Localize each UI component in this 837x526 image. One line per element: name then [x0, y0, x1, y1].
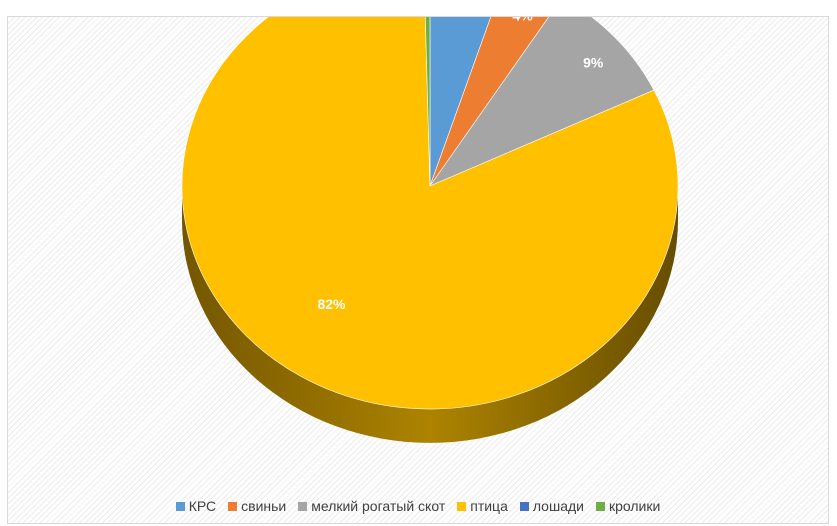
- legend-label: КРС: [188, 498, 217, 514]
- legend-label: кролики: [608, 498, 661, 514]
- data-label-slice-1: 4%: [512, 17, 533, 23]
- pie-slice-0: [429, 17, 492, 187]
- legend-label: свиньи: [241, 498, 287, 514]
- legend-item-0: КРС: [175, 498, 217, 514]
- pie-slice-5: [424, 17, 431, 187]
- legend-swatch: [595, 501, 605, 511]
- legend-label: птица: [470, 498, 508, 514]
- pie-slice-3: [181, 17, 679, 410]
- legend-label: лошади: [532, 498, 584, 514]
- legend-swatch: [457, 501, 467, 511]
- legend-item-4: лошади: [519, 498, 584, 514]
- pie-slice-2: [429, 17, 655, 187]
- data-label-slice-2: 9%: [583, 55, 604, 71]
- legend-label: мелкий рогатый скот: [311, 498, 446, 514]
- legend-swatch: [175, 501, 185, 511]
- legend-item-2: мелкий рогатый скот: [298, 498, 445, 514]
- pie-labels: 5%4%9%82%0%0%: [317, 17, 603, 312]
- legend-swatch: [228, 501, 238, 511]
- legend-swatch: [519, 501, 529, 511]
- legend-item-5: кролики: [595, 498, 661, 514]
- pie-top: [181, 17, 679, 410]
- legend: КРС свиньи мелкий рогатый скот птица лошади к…: [8, 498, 828, 514]
- legend-item-1: свиньи: [228, 498, 286, 514]
- pie-chart: 5%4%9%82%0%0%: [181, 17, 679, 443]
- data-label-slice-3: 82%: [317, 296, 346, 312]
- legend-item-3: птица: [457, 498, 508, 514]
- legend-swatch: [298, 501, 308, 511]
